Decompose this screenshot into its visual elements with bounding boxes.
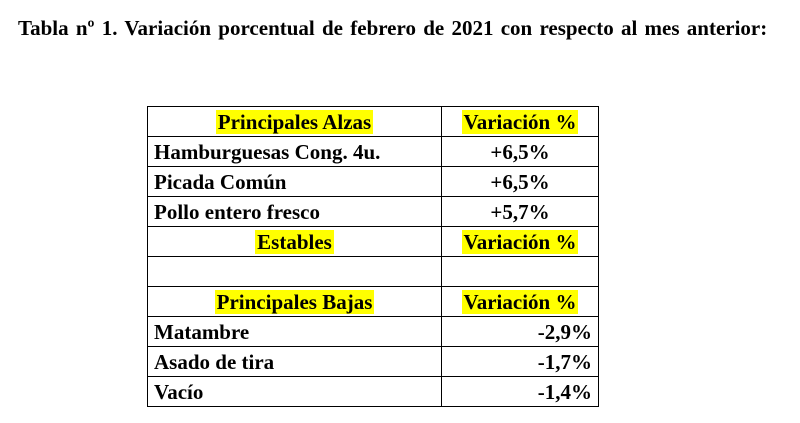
estables-header-cell: Estables [147,226,442,257]
bajas-variation-header-cell: Variación % [441,286,599,317]
table-row: Pollo entero fresco +5,7% [147,196,599,227]
product-cell: Matambre [147,316,442,347]
empty-cell [441,256,599,287]
estables-header: Estables [255,229,334,254]
empty-row [147,256,599,287]
product-cell: Vacío [147,376,442,407]
table-row: Picada Común +6,5% [147,166,599,197]
price-variation-table: Principales Alzas Variación % Hamburgues… [147,106,599,407]
bajas-variation-header: Variación % [461,289,579,314]
variation-cell: +6,5% [441,136,599,167]
product-cell: Asado de tira [147,346,442,377]
estables-header-row: Estables Variación % [147,226,599,257]
estables-variation-header: Variación % [461,229,579,254]
variation-cell: -1,4% [441,376,599,407]
alzas-header-cell: Principales Alzas [147,106,442,137]
table-row: Hamburguesas Cong. 4u. +6,5% [147,136,599,167]
table-row: Matambre -2,9% [147,316,599,347]
product-cell: Pollo entero fresco [147,196,442,227]
alzas-header: Principales Alzas [215,109,374,134]
variation-cell: +6,5% [441,166,599,197]
alzas-variation-header-cell: Variación % [441,106,599,137]
bajas-header: Principales Bajas [214,289,375,314]
table-row: Vacío -1,4% [147,376,599,407]
table-row: Asado de tira -1,7% [147,346,599,377]
product-cell: Hamburguesas Cong. 4u. [147,136,442,167]
estables-variation-header-cell: Variación % [441,226,599,257]
table-caption: Tabla nº 1. Variación porcentual de febr… [18,16,768,40]
variation-cell: +5,7% [441,196,599,227]
alzas-variation-header: Variación % [461,109,579,134]
bajas-header-cell: Principales Bajas [147,286,442,317]
bajas-header-row: Principales Bajas Variación % [147,286,599,317]
empty-cell [147,256,442,287]
variation-cell: -2,9% [441,316,599,347]
alzas-header-row: Principales Alzas Variación % [147,106,599,137]
variation-cell: -1,7% [441,346,599,377]
product-cell: Picada Común [147,166,442,197]
